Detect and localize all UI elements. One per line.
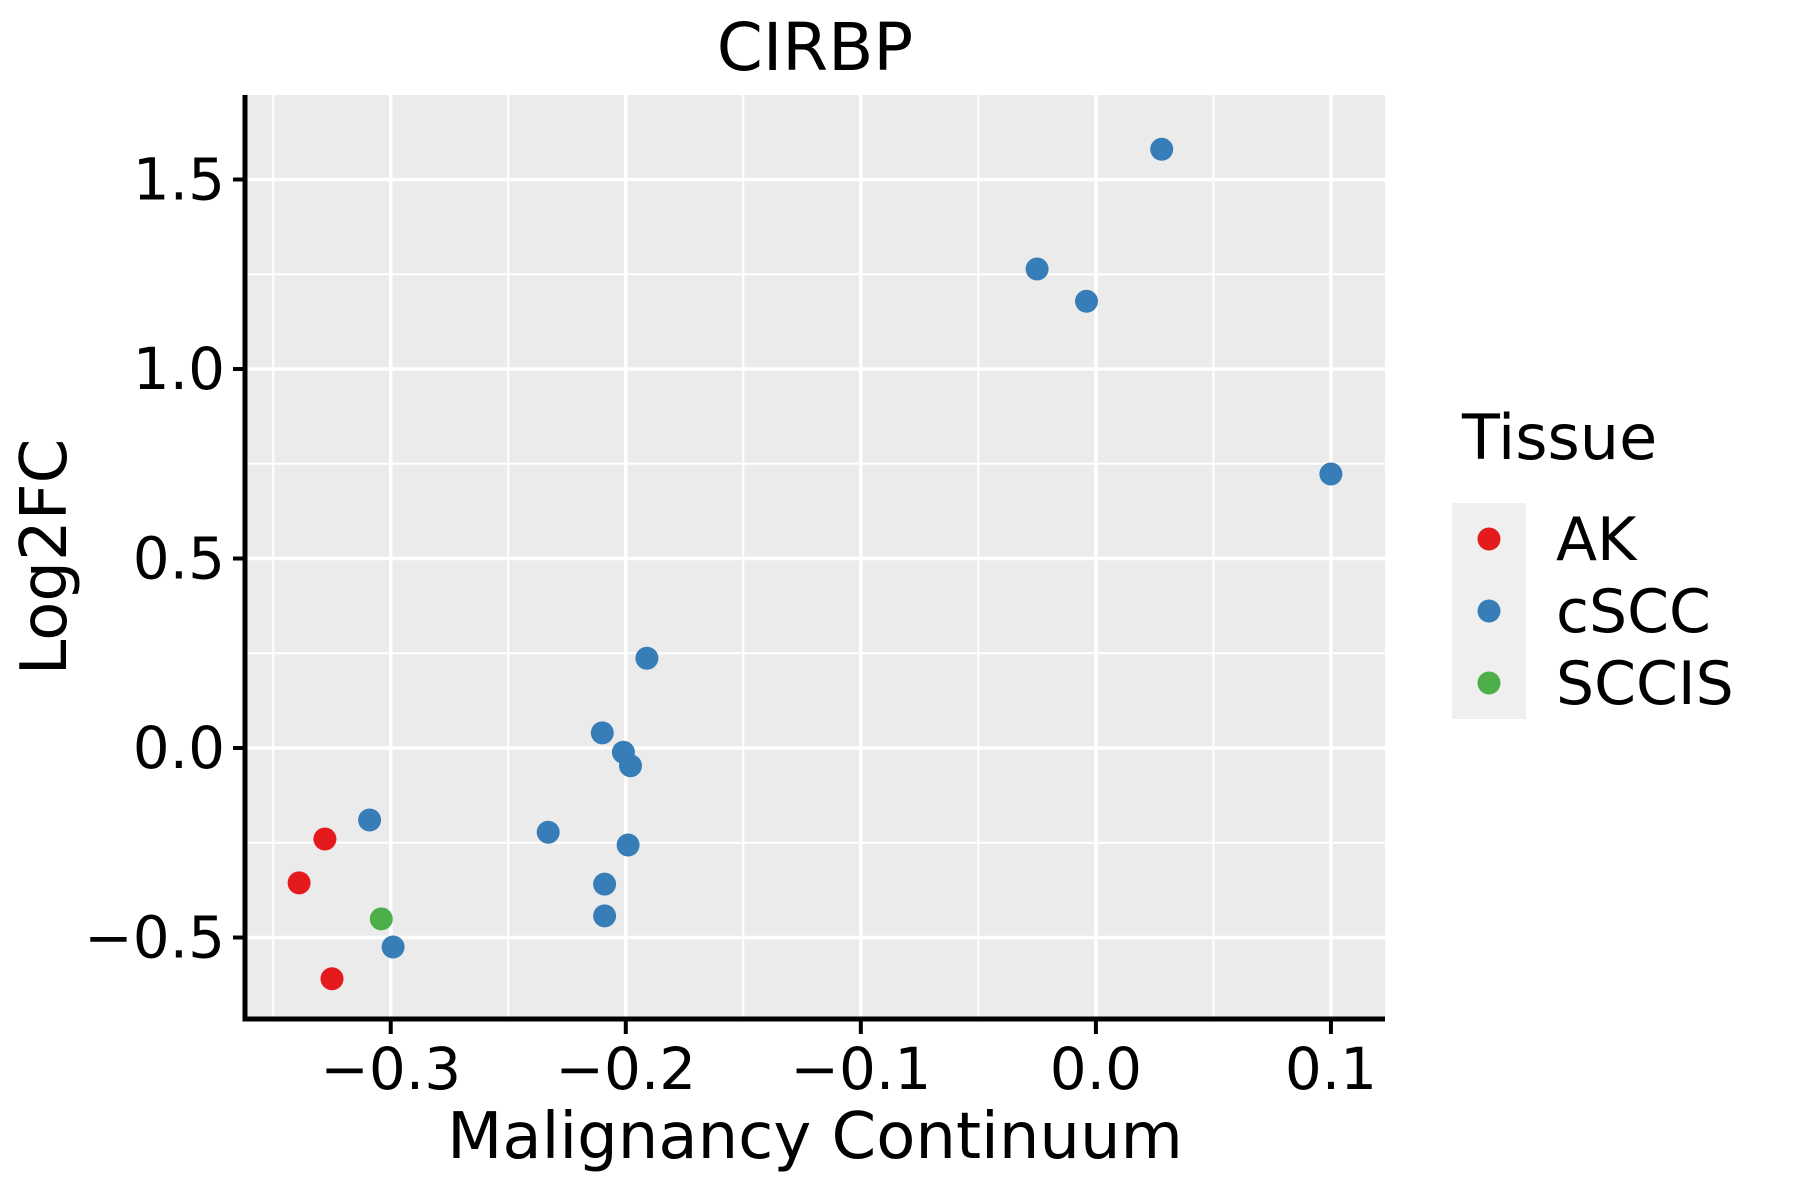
legend-title: Tissue xyxy=(1461,401,1657,474)
y-tick-label: 1.5 xyxy=(133,146,225,214)
data-point-cSCC xyxy=(635,646,659,670)
data-points xyxy=(287,137,1343,991)
data-point-AK xyxy=(313,827,337,851)
data-point-cSCC xyxy=(1025,257,1049,281)
x-axis-ticks xyxy=(388,1019,1333,1034)
legend-label-cSCC: cSCC xyxy=(1556,577,1711,647)
data-point-cSCC xyxy=(536,820,560,844)
x-axis-tick-labels: −0.3 −0.2 −0.1 0.0 0.1 xyxy=(320,1035,1377,1103)
legend-label-AK: AK xyxy=(1556,505,1638,575)
data-point-cSCC xyxy=(593,904,617,928)
data-point-cSCC xyxy=(590,721,614,745)
data-point-cSCC xyxy=(358,808,382,832)
gridlines-major xyxy=(245,95,1385,1019)
data-point-cSCC xyxy=(593,872,617,896)
y-axis-title: Log2FC xyxy=(8,439,82,676)
data-point-cSCC xyxy=(1319,462,1343,486)
y-tick-label: 1.0 xyxy=(133,335,225,403)
x-axis-title: Malignancy Continuum xyxy=(447,1100,1183,1174)
legend-dot-SCCIS xyxy=(1477,671,1501,695)
y-axis-ticks xyxy=(233,177,245,940)
y-tick-label: 0.0 xyxy=(133,714,225,782)
axis-line xyxy=(242,95,1385,1022)
data-point-cSCC xyxy=(381,935,405,959)
data-point-cSCC xyxy=(1150,137,1174,161)
y-tick-label: 0.5 xyxy=(133,525,225,593)
axis-lines xyxy=(242,95,1385,1022)
data-point-cSCC xyxy=(619,754,642,778)
x-tick-label: −0.1 xyxy=(790,1035,931,1103)
data-point-AK xyxy=(287,871,311,895)
y-axis-tick-labels: 1.5 1.0 0.5 0.0 −0.5 xyxy=(84,146,225,972)
x-tick-label: 0.0 xyxy=(1050,1035,1142,1103)
x-tick-label: −0.2 xyxy=(555,1035,696,1103)
data-point-AK xyxy=(320,967,344,991)
chart-title: CIRBP xyxy=(717,9,914,86)
legend-label-SCCIS: SCCIS xyxy=(1556,649,1734,719)
legend-dot-cSCC xyxy=(1477,599,1501,623)
data-point-cSCC xyxy=(1075,289,1098,313)
x-tick-label: 0.1 xyxy=(1285,1035,1377,1103)
legend-dot-AK xyxy=(1477,527,1501,551)
y-tick-label: −0.5 xyxy=(84,904,225,972)
x-tick-label: −0.3 xyxy=(320,1035,461,1103)
data-point-SCCIS xyxy=(369,907,393,931)
data-point-cSCC xyxy=(616,833,640,857)
